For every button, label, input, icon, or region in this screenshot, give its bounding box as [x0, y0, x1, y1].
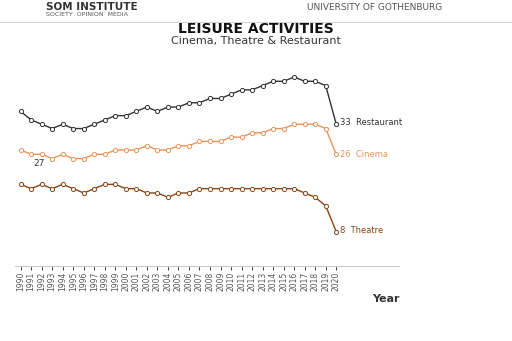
Text: UNIVERSITY OF GOTHENBURG: UNIVERSITY OF GOTHENBURG	[307, 3, 442, 12]
X-axis label: Year: Year	[372, 294, 399, 304]
Text: 8  Theatre: 8 Theatre	[340, 226, 383, 235]
Text: SOCIETY  OPINION  MEDIA: SOCIETY OPINION MEDIA	[46, 12, 128, 17]
Text: 27: 27	[33, 159, 45, 168]
Text: 33  Restaurant: 33 Restaurant	[340, 118, 402, 128]
Text: SOM INSTITUTE: SOM INSTITUTE	[46, 2, 138, 12]
Text: Cinema, Theatre & Restaurant: Cinema, Theatre & Restaurant	[171, 36, 341, 46]
Text: LEISURE ACTIVITIES: LEISURE ACTIVITIES	[178, 22, 334, 36]
Text: 26  Cinema: 26 Cinema	[340, 150, 389, 159]
